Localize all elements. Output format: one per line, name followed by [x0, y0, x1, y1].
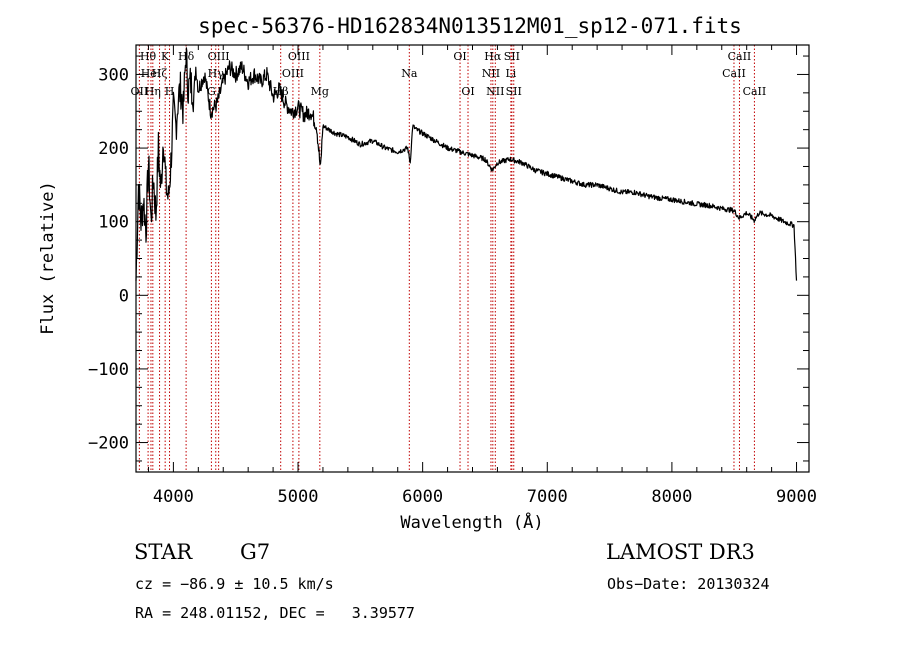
line-marker-label: OIII: [288, 50, 310, 63]
y-tick-label: 100: [98, 213, 129, 233]
line-marker-label: HeI: [141, 67, 161, 80]
line-marker-label: Mg: [311, 85, 329, 98]
line-marker-label: NII: [486, 85, 504, 98]
line-marker-label: NII: [482, 67, 500, 80]
x-tick-label: 9000: [776, 487, 817, 507]
chart-title: spec-56376-HD162834N013512M01_sp12-071.f…: [198, 14, 742, 38]
line-marker-label: Li: [505, 67, 516, 80]
line-marker-label: CaII: [722, 67, 746, 80]
x-tick-label: 5000: [278, 487, 319, 507]
line-marker-label: OIII: [282, 67, 304, 80]
line-marker-label: Hη: [145, 85, 161, 98]
x-tick-label: 8000: [651, 487, 692, 507]
line-marker-label: G: [207, 85, 216, 98]
coordinates: RA = 248.01152, DEC = 3.39577: [135, 604, 415, 622]
line-marker-label: Hζ: [152, 67, 168, 80]
x-tick-label: 6000: [402, 487, 443, 507]
line-marker-label: Hθ: [140, 50, 157, 63]
line-marker-label: SII: [506, 85, 522, 98]
observation-date: Obs−Date: 20130324: [607, 575, 770, 593]
x-axis-label: Wavelength (Å): [400, 511, 543, 533]
y-axis-ticks: −200 −100 0 100 200 300: [88, 55, 809, 462]
line-marker-label: Hα: [484, 50, 502, 63]
object-type: STAR: [134, 540, 193, 564]
line-marker-label: K: [161, 50, 170, 63]
line-marker-label: SII: [504, 50, 520, 63]
y-axis-label: Flux (relative): [38, 181, 58, 335]
y-tick-label: 200: [98, 139, 129, 159]
x-tick-label: 4000: [153, 487, 194, 507]
line-marker-label: OIII: [208, 50, 230, 63]
line-marker-label: OII: [131, 85, 149, 98]
spectrum-line: [135, 47, 798, 282]
line-marker-label: H: [165, 85, 175, 98]
spectral-subclass: G7: [240, 540, 271, 564]
x-tick-label: 7000: [527, 487, 568, 507]
redshift-velocity: cz = −86.9 ± 10.5 km/s: [135, 575, 334, 593]
line-marker-label: OI: [453, 50, 466, 63]
survey-name: LAMOST DR3: [606, 540, 755, 564]
y-tick-label: −100: [88, 360, 129, 380]
line-marker-label: Hγ: [208, 67, 225, 80]
y-tick-label: −200: [88, 434, 129, 454]
line-markers: [138, 45, 755, 472]
line-marker-label: OI: [461, 85, 474, 98]
x-axis-ticks: 4000 5000 6000 7000 8000 9000: [147, 45, 817, 507]
y-tick-label: 300: [98, 65, 129, 85]
y-tick-label: 0: [119, 286, 129, 306]
line-marker-label: CaII: [743, 85, 767, 98]
line-marker-label: CaII: [728, 50, 752, 63]
plot-frame: [135, 44, 810, 473]
line-marker-label: Na: [401, 67, 418, 80]
